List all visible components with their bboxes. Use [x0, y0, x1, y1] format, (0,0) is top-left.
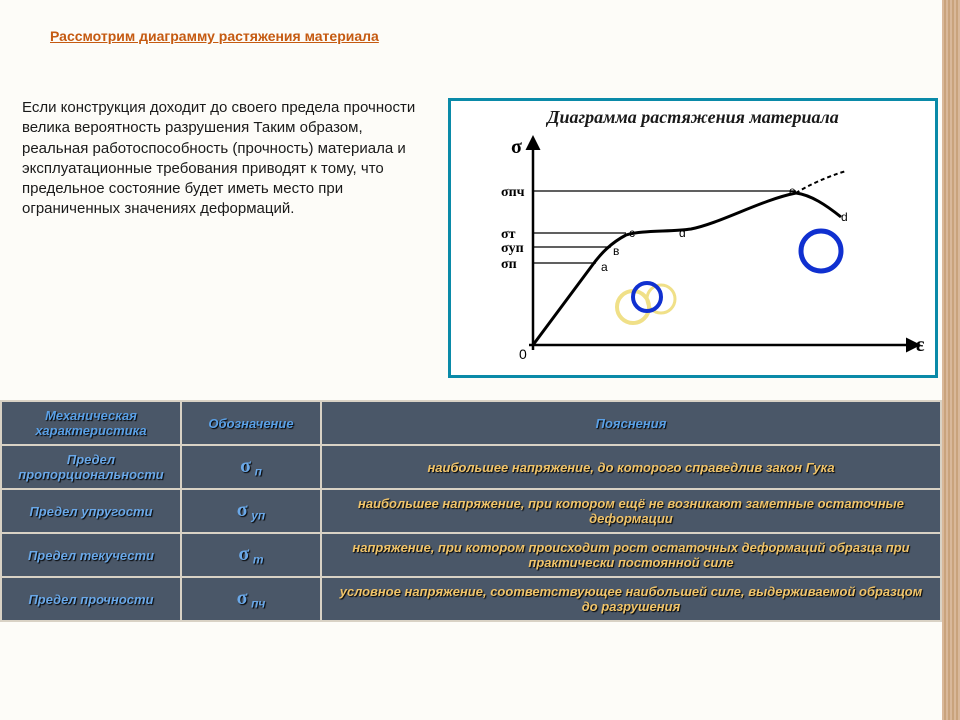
svg-text:σт: σт: [501, 227, 516, 242]
svg-text:σпч: σпч: [501, 185, 525, 200]
cell-explanation: наибольшее напряжение, при котором ещё н…: [321, 489, 941, 533]
characteristics-table: Механическая характеристика Обозначение …: [0, 400, 942, 622]
svg-text:ε: ε: [916, 334, 925, 356]
table-header-row: Механическая характеристика Обозначение …: [1, 401, 941, 445]
col-header-explanation: Пояснения: [321, 401, 941, 445]
svg-text:0: 0: [519, 346, 527, 362]
stress-strain-chart: Диаграмма растяжения материала σε0σпчσтσ…: [448, 98, 938, 378]
col-header-symbol: Обозначение: [181, 401, 321, 445]
chart-title: Диаграмма растяжения материала: [451, 107, 935, 128]
cell-characteristic: Предел прочности: [1, 577, 181, 621]
cell-symbol: σ п: [181, 445, 321, 489]
cell-explanation: наибольшее напряжение, до которого справ…: [321, 445, 941, 489]
table-body: Предел пропорциональностиσ пнаибольшее н…: [1, 445, 941, 621]
svg-text:a: a: [601, 260, 608, 274]
right-texture-stripe: [942, 0, 960, 720]
svg-text:е: е: [789, 184, 796, 198]
cell-explanation: условное напряжение, соответствующее наи…: [321, 577, 941, 621]
svg-text:c: c: [629, 226, 635, 240]
cell-characteristic: Предел текучести: [1, 533, 181, 577]
svg-text:d: d: [841, 210, 848, 224]
col-header-characteristic: Механическая характеристика: [1, 401, 181, 445]
svg-text:σ: σ: [511, 136, 522, 158]
table-row: Предел текучестиσ тнапряжение, при котор…: [1, 533, 941, 577]
cell-explanation: напряжение, при котором происходит рост …: [321, 533, 941, 577]
svg-text:в: в: [613, 244, 619, 258]
svg-text:σп: σп: [501, 257, 517, 272]
table-row: Предел упругостиσ упнаибольшее напряжени…: [1, 489, 941, 533]
cell-symbol: σ уп: [181, 489, 321, 533]
table-row: Предел прочностиσ пчусловное напряжение,…: [1, 577, 941, 621]
chart-svg: σ ε 0 σпч σтσупσп aвc d е d: [461, 135, 931, 375]
svg-text:σуп: σуп: [501, 241, 524, 256]
cell-symbol: σ пч: [181, 577, 321, 621]
cell-symbol: σ т: [181, 533, 321, 577]
table-row: Предел пропорциональностиσ пнаибольшее н…: [1, 445, 941, 489]
cell-characteristic: Предел упругости: [1, 489, 181, 533]
page-title: Рассмотрим диаграмму растяжения материал…: [50, 28, 379, 44]
cell-characteristic: Предел пропорциональности: [1, 445, 181, 489]
svg-text:d: d: [679, 226, 686, 240]
intro-paragraph: Если конструкция доходит до своего преде…: [22, 98, 432, 220]
